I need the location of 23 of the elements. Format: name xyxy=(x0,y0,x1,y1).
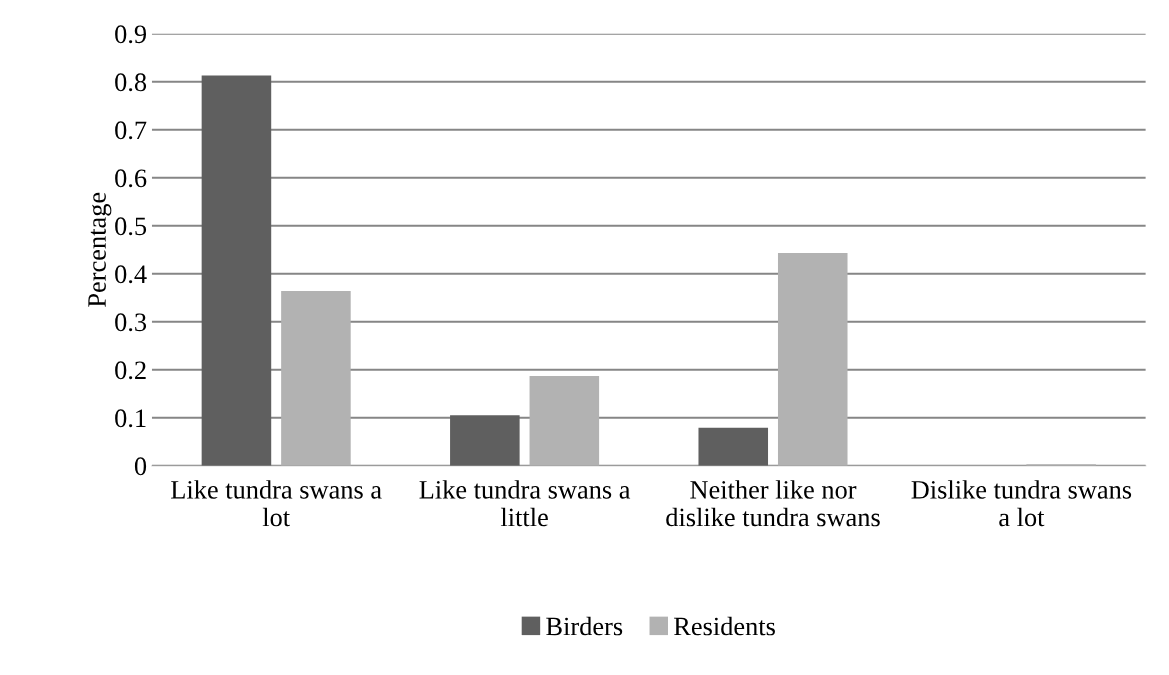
y-tick-label: 0.5 xyxy=(115,217,147,236)
bar xyxy=(201,75,272,466)
bar xyxy=(777,253,848,466)
y-tick-label: 0.7 xyxy=(115,121,147,140)
x-tick-label: Like tundra swans a lot xyxy=(171,480,382,527)
y-tick-label: 0.4 xyxy=(115,265,147,284)
x-tick-label: Neither like nor dislike tundra swans xyxy=(666,480,880,527)
y-tick-label: 0.8 xyxy=(115,73,147,92)
legend-label: Residents xyxy=(674,616,775,636)
y-tick-label: 0.1 xyxy=(115,409,146,428)
y-tick-label: 0.2 xyxy=(115,361,146,380)
bar xyxy=(698,427,769,466)
x-tick-label: Like tundra swans a little xyxy=(419,480,631,527)
bar xyxy=(281,291,351,466)
x-tick-label: Dislike tundra swans a lot xyxy=(911,480,1132,527)
y-axis-title: Percentage xyxy=(88,192,112,307)
y-tick-label: 0.3 xyxy=(115,313,147,332)
y-tick-label: 0.9 xyxy=(115,25,147,44)
bar xyxy=(529,375,600,466)
bar xyxy=(450,415,520,466)
y-tick-label: 0.6 xyxy=(115,169,147,188)
legend-label: Birders xyxy=(546,616,623,636)
y-tick-label: 0 xyxy=(134,457,147,476)
